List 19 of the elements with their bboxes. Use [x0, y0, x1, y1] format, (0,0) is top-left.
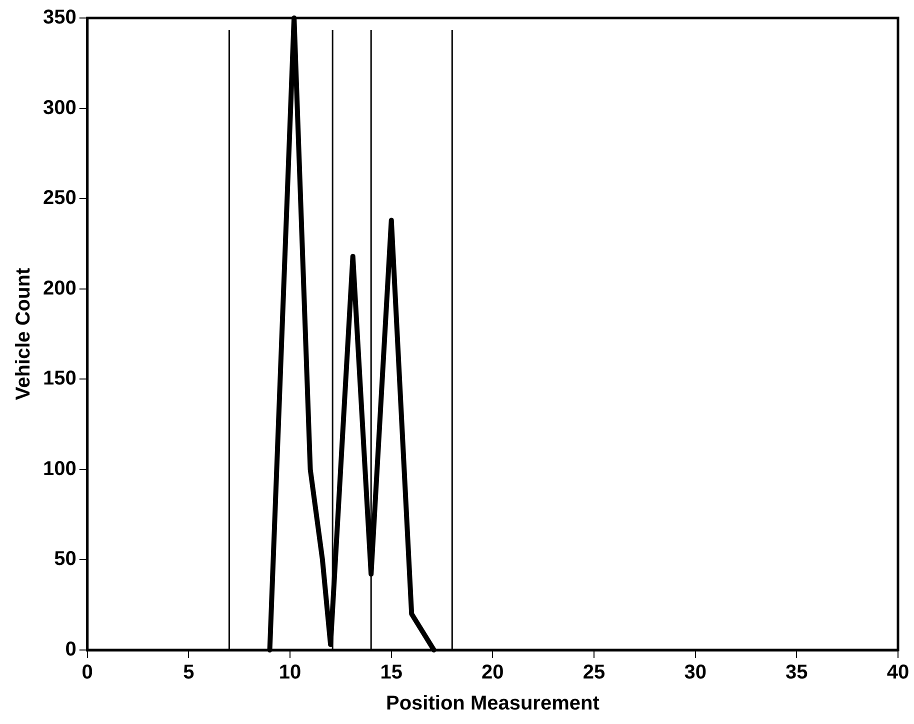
- x-axis-title: Position Measurement: [386, 692, 600, 715]
- x-tick-label: 0: [82, 662, 93, 684]
- y-tick-label: 100: [42, 458, 76, 480]
- x-tick-label: 15: [380, 662, 402, 684]
- y-tick-label: 350: [42, 6, 76, 29]
- y-tick-label: 300: [42, 96, 76, 119]
- y-tick-label: 0: [65, 638, 76, 661]
- y-tick-label: 200: [42, 277, 76, 300]
- x-tick-label: 25: [582, 662, 606, 684]
- y-tick-label: 50: [54, 548, 76, 570]
- x-tick-label: 40: [886, 662, 910, 684]
- x-tick-label: 20: [482, 662, 504, 684]
- y-tick-label: 250: [42, 187, 76, 210]
- x-tick-label: 30: [684, 662, 706, 684]
- x-tick-label: 35: [786, 662, 808, 684]
- x-tick-label: 10: [278, 662, 302, 684]
- y-tick-label: 150: [42, 368, 76, 390]
- y-axis-title: Vehicle Count: [12, 268, 35, 400]
- x-tick-label: 5: [183, 662, 194, 684]
